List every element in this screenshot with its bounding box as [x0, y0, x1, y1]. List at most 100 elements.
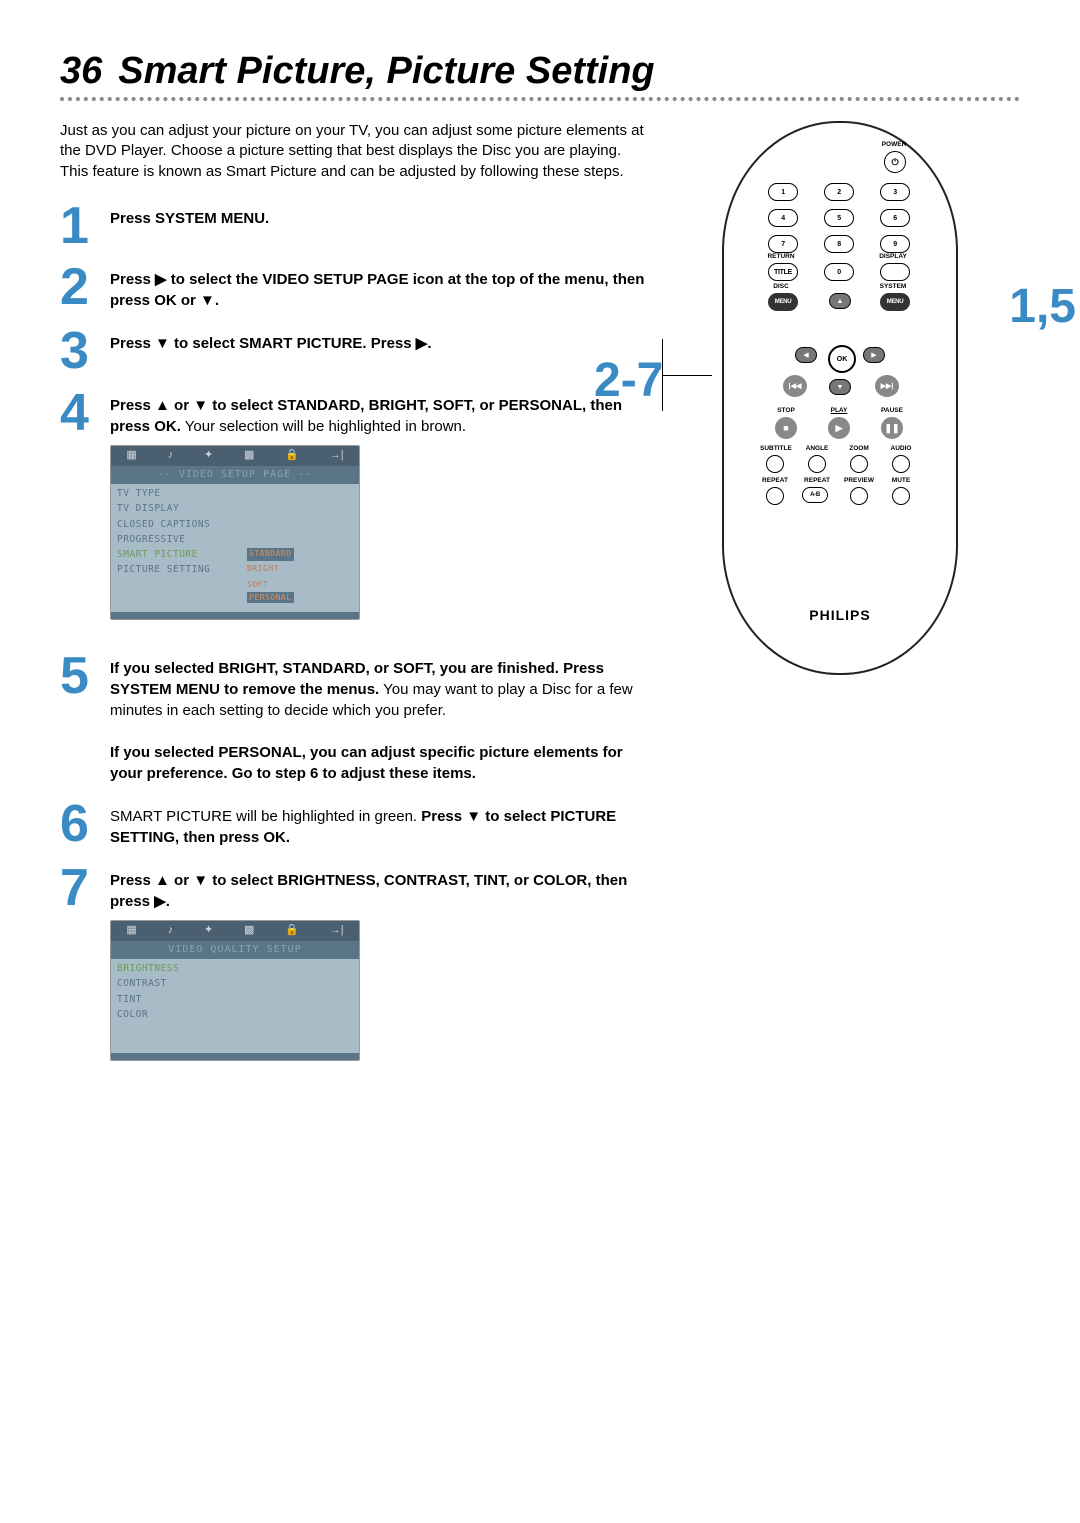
page-header: 36 Smart Picture, Picture Setting: [60, 50, 1020, 101]
callout-line: [662, 339, 663, 375]
step-2: 2 Press ▶ to select the VIDEO SETUP PAGE…: [60, 267, 650, 311]
step-text: SMART PICTURE will be highlighted in gre…: [110, 808, 421, 825]
step-number: 7: [60, 868, 96, 910]
step-text: Your selection will be highlighted in br…: [181, 418, 466, 435]
subtitle-button[interactable]: [766, 455, 784, 473]
stop-label: STOP: [771, 407, 801, 414]
tab-icon: ♪: [168, 923, 174, 938]
prev-button[interactable]: |◀◀: [783, 375, 807, 397]
step-number: 5: [60, 656, 96, 698]
osd-option: SOFT: [247, 579, 268, 590]
osd-option: PERSONAL: [247, 592, 294, 603]
left-column: Just as you can adjust your picture on y…: [60, 121, 650, 1097]
pause-button[interactable]: ❚❚: [881, 417, 903, 439]
num-9-button[interactable]: 9: [880, 235, 910, 253]
next-button[interactable]: ▶▶|: [875, 375, 899, 397]
angle-button[interactable]: [808, 455, 826, 473]
up-button[interactable]: ▲: [829, 293, 851, 309]
mute-button[interactable]: [892, 487, 910, 505]
step-number: 6: [60, 804, 96, 846]
step-body: Press ▼ to select SMART PICTURE. Press ▶…: [110, 331, 431, 354]
step-bold: If you selected PERSONAL, you can adjust…: [110, 744, 623, 782]
repeat-ab-button[interactable]: A-B: [802, 487, 828, 503]
zoom-button[interactable]: [850, 455, 868, 473]
callout-line: [662, 375, 663, 411]
osd-video-setup: ▦ ♪ ✦ ▩ 🔒 →| -- VIDEO SETUP PAGE -- TV T…: [110, 445, 360, 620]
callout-1-5: 1,5: [1009, 279, 1076, 334]
step-bold: Press ▲ or ▼ to select BRIGHTNESS, CONTR…: [110, 872, 627, 910]
osd-footer: [111, 1053, 359, 1060]
mute-label: MUTE: [886, 477, 916, 484]
system-label: SYSTEM: [878, 283, 908, 290]
num-7-button[interactable]: 7: [768, 235, 798, 253]
brand-label: PHILIPS: [724, 607, 956, 623]
num-2-button[interactable]: 2: [824, 183, 854, 201]
play-label: PLAY: [824, 407, 854, 414]
step-4: 4 Press ▲ or ▼ to select STANDARD, BRIGH…: [60, 393, 650, 636]
content-area: Just as you can adjust your picture on y…: [60, 121, 1020, 1097]
left-button[interactable]: ◀: [795, 347, 817, 363]
num-4-button[interactable]: 4: [768, 209, 798, 227]
tab-icon: ✦: [204, 448, 213, 463]
return-label: RETURN: [766, 253, 796, 260]
osd-option: BRIGHT: [247, 563, 279, 576]
step-bold: Press ▼ to select SMART PICTURE. Press ▶…: [110, 335, 431, 352]
tab-icon: ▦: [126, 448, 136, 463]
osd-footer: [111, 612, 359, 619]
repeat-button[interactable]: [766, 487, 784, 505]
right-column: 2-7 1,5 POWER ⏻ 1 2 3 4 5 6 7 8 9 RETURN…: [680, 121, 1000, 1097]
step-3: 3 Press ▼ to select SMART PICTURE. Press…: [60, 331, 650, 373]
page-number: 36: [60, 50, 102, 93]
exit-icon: →|: [330, 448, 344, 463]
osd-item: TV TYPE: [117, 487, 247, 500]
tab-icon: ✦: [204, 923, 213, 938]
intro-text: Just as you can adjust your picture on y…: [60, 121, 650, 182]
osd-items: TV TYPE TV DISPLAY CLOSED CAPTIONS PROGR…: [111, 484, 359, 612]
tab-icon: ♪: [168, 448, 174, 463]
step-number: 2: [60, 267, 96, 309]
num-8-button[interactable]: 8: [824, 235, 854, 253]
step-number: 1: [60, 206, 96, 248]
title-button[interactable]: TITLE: [768, 263, 798, 281]
ok-button[interactable]: OK: [828, 345, 856, 373]
repeat-ab-label: REPEAT: [802, 477, 832, 484]
osd-header: VIDEO QUALITY SETUP: [111, 941, 359, 959]
step-bold: Press ▶ to select the VIDEO SETUP PAGE i…: [110, 271, 644, 309]
step-body: If you selected BRIGHT, STANDARD, or SOF…: [110, 656, 650, 784]
step-body: Press ▲ or ▼ to select BRIGHTNESS, CONTR…: [110, 868, 650, 1077]
osd-tabs: ▦ ♪ ✦ ▩ 🔒 →|: [111, 446, 359, 466]
down-button[interactable]: ▼: [829, 379, 851, 395]
step-body: SMART PICTURE will be highlighted in gre…: [110, 804, 650, 848]
play-button[interactable]: ▶: [828, 417, 850, 439]
osd-items: BRIGHTNESS CONTRAST TINT COLOR: [111, 959, 359, 1053]
num-6-button[interactable]: 6: [880, 209, 910, 227]
num-0-button[interactable]: 0: [824, 263, 854, 281]
step-bold: Press SYSTEM MENU.: [110, 210, 269, 227]
osd-item: PROGRESSIVE: [117, 533, 247, 546]
num-5-button[interactable]: 5: [824, 209, 854, 227]
exit-icon: →|: [330, 923, 344, 938]
tab-icon: ▩: [244, 448, 254, 463]
right-button[interactable]: ▶: [863, 347, 885, 363]
callout-line: [662, 375, 712, 376]
osd-item: TV DISPLAY: [117, 502, 247, 515]
tab-icon: ▩: [244, 923, 254, 938]
osd-item: CLOSED CAPTIONS: [117, 518, 247, 531]
callout-2-7: 2-7: [594, 353, 663, 408]
angle-label: ANGLE: [802, 445, 832, 452]
audio-button[interactable]: [892, 455, 910, 473]
disc-menu-button[interactable]: MENU: [768, 293, 798, 311]
system-menu-button[interactable]: MENU: [880, 293, 910, 311]
osd-item: COLOR: [117, 1008, 247, 1021]
disc-label: DISC: [766, 283, 796, 290]
num-3-button[interactable]: 3: [880, 183, 910, 201]
power-button[interactable]: ⏻: [884, 151, 906, 173]
preview-button[interactable]: [850, 487, 868, 505]
num-1-button[interactable]: 1: [768, 183, 798, 201]
page-title: Smart Picture, Picture Setting: [118, 50, 654, 93]
power-label: POWER: [879, 141, 909, 148]
osd-tabs: ▦ ♪ ✦ ▩ 🔒 →|: [111, 921, 359, 941]
audio-label: AUDIO: [886, 445, 916, 452]
display-button[interactable]: [880, 263, 910, 281]
stop-button[interactable]: ■: [775, 417, 797, 439]
